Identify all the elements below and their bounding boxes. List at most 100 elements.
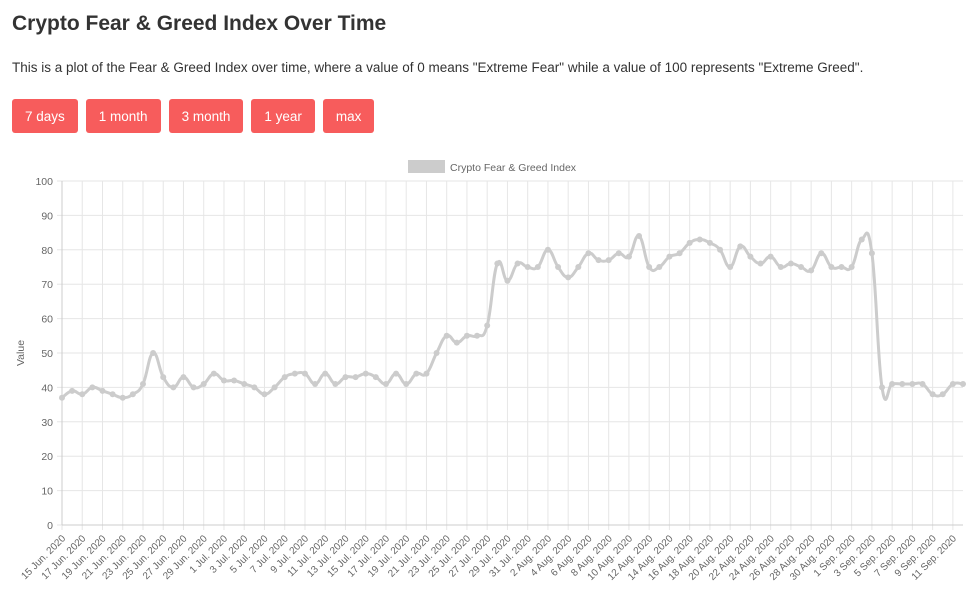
data-point[interactable] <box>838 264 845 270</box>
data-point[interactable] <box>646 264 653 270</box>
data-point[interactable] <box>636 233 643 240</box>
data-point[interactable] <box>69 387 76 394</box>
data-point[interactable] <box>251 384 258 391</box>
data-point[interactable] <box>423 370 430 377</box>
data-point[interactable] <box>737 243 744 250</box>
data-point[interactable] <box>960 380 966 387</box>
data-point[interactable] <box>868 250 875 257</box>
data-point[interactable] <box>301 370 308 377</box>
data-point[interactable] <box>889 380 896 387</box>
series-layer <box>59 231 966 401</box>
data-point[interactable] <box>494 260 501 267</box>
data-point[interactable] <box>605 257 612 264</box>
data-point[interactable] <box>109 391 116 398</box>
data-point[interactable] <box>312 380 319 387</box>
data-point[interactable] <box>79 391 86 398</box>
data-point[interactable] <box>180 374 187 381</box>
data-point[interactable] <box>413 370 420 377</box>
data-point[interactable] <box>939 391 946 398</box>
range-max-button[interactable]: max <box>322 99 375 133</box>
data-point[interactable] <box>808 267 815 274</box>
data-point[interactable] <box>747 253 754 260</box>
data-point[interactable] <box>858 236 865 243</box>
data-point[interactable] <box>139 380 146 387</box>
range-3-month-button[interactable]: 3 month <box>168 99 244 133</box>
data-point[interactable] <box>676 250 683 257</box>
data-point[interactable] <box>504 277 511 284</box>
range-button-group: 7 days 1 month 3 month 1 year max <box>12 99 375 133</box>
range-7-days-button[interactable]: 7 days <box>12 99 78 133</box>
data-point[interactable] <box>119 394 126 401</box>
data-point[interactable] <box>828 264 835 270</box>
legend[interactable]: Crypto Fear & Greed Index <box>408 160 577 174</box>
data-point[interactable] <box>777 264 784 270</box>
data-point[interactable] <box>565 274 572 281</box>
data-point[interactable] <box>484 322 491 329</box>
data-point[interactable] <box>170 384 177 391</box>
data-point[interactable] <box>210 370 217 377</box>
range-1-year-button[interactable]: 1 year <box>251 99 315 133</box>
data-point[interactable] <box>474 332 481 339</box>
data-point[interactable] <box>818 250 825 257</box>
data-point[interactable] <box>666 253 673 260</box>
data-point[interactable] <box>595 257 602 264</box>
data-point[interactable] <box>403 380 410 387</box>
data-point[interactable] <box>727 264 734 270</box>
data-point[interactable] <box>879 384 886 391</box>
data-point[interactable] <box>787 260 794 267</box>
data-point[interactable] <box>848 264 855 270</box>
data-point[interactable] <box>150 350 157 356</box>
data-point[interactable] <box>615 250 622 257</box>
data-point[interactable] <box>534 264 541 270</box>
data-point[interactable] <box>717 246 724 253</box>
data-point[interactable] <box>514 260 521 267</box>
data-point[interactable] <box>463 332 470 339</box>
data-point[interactable] <box>342 374 349 381</box>
data-point[interactable] <box>372 374 379 381</box>
data-point[interactable] <box>220 377 227 384</box>
data-point[interactable] <box>544 246 551 253</box>
data-point[interactable] <box>241 380 248 387</box>
data-point[interactable] <box>929 391 936 398</box>
data-point[interactable] <box>231 377 238 384</box>
data-point[interactable] <box>524 264 531 270</box>
data-point[interactable] <box>261 391 268 398</box>
data-point[interactable] <box>129 391 136 398</box>
data-point[interactable] <box>281 374 288 381</box>
data-point[interactable] <box>362 370 369 377</box>
data-point[interactable] <box>706 239 713 246</box>
data-point[interactable] <box>433 350 440 356</box>
data-point[interactable] <box>160 374 167 381</box>
data-point[interactable] <box>696 236 703 243</box>
legend-label: Crypto Fear & Greed Index <box>450 162 577 174</box>
data-point[interactable] <box>625 253 632 260</box>
data-point[interactable] <box>656 264 663 270</box>
data-point[interactable] <box>59 394 65 401</box>
data-point[interactable] <box>909 380 916 387</box>
data-point[interactable] <box>453 339 460 346</box>
data-point[interactable] <box>767 253 774 260</box>
data-point[interactable] <box>393 370 400 377</box>
data-point[interactable] <box>575 264 582 270</box>
data-point[interactable] <box>899 380 906 387</box>
data-point[interactable] <box>89 384 96 391</box>
data-point[interactable] <box>99 387 106 394</box>
data-point[interactable] <box>555 264 562 270</box>
y-tick-label: 70 <box>41 279 53 291</box>
data-point[interactable] <box>332 380 339 387</box>
data-point[interactable] <box>271 384 278 391</box>
data-point[interactable] <box>585 250 592 257</box>
data-point[interactable] <box>190 384 197 391</box>
data-point[interactable] <box>919 380 926 387</box>
data-point[interactable] <box>757 260 764 267</box>
data-point[interactable] <box>443 332 450 339</box>
data-point[interactable] <box>798 264 805 270</box>
range-1-month-button[interactable]: 1 month <box>85 99 161 133</box>
data-point[interactable] <box>949 380 956 387</box>
data-point[interactable] <box>291 370 298 377</box>
data-point[interactable] <box>352 374 359 381</box>
data-point[interactable] <box>322 370 329 377</box>
data-point[interactable] <box>382 380 389 387</box>
data-point[interactable] <box>200 380 207 387</box>
data-point[interactable] <box>686 239 693 246</box>
